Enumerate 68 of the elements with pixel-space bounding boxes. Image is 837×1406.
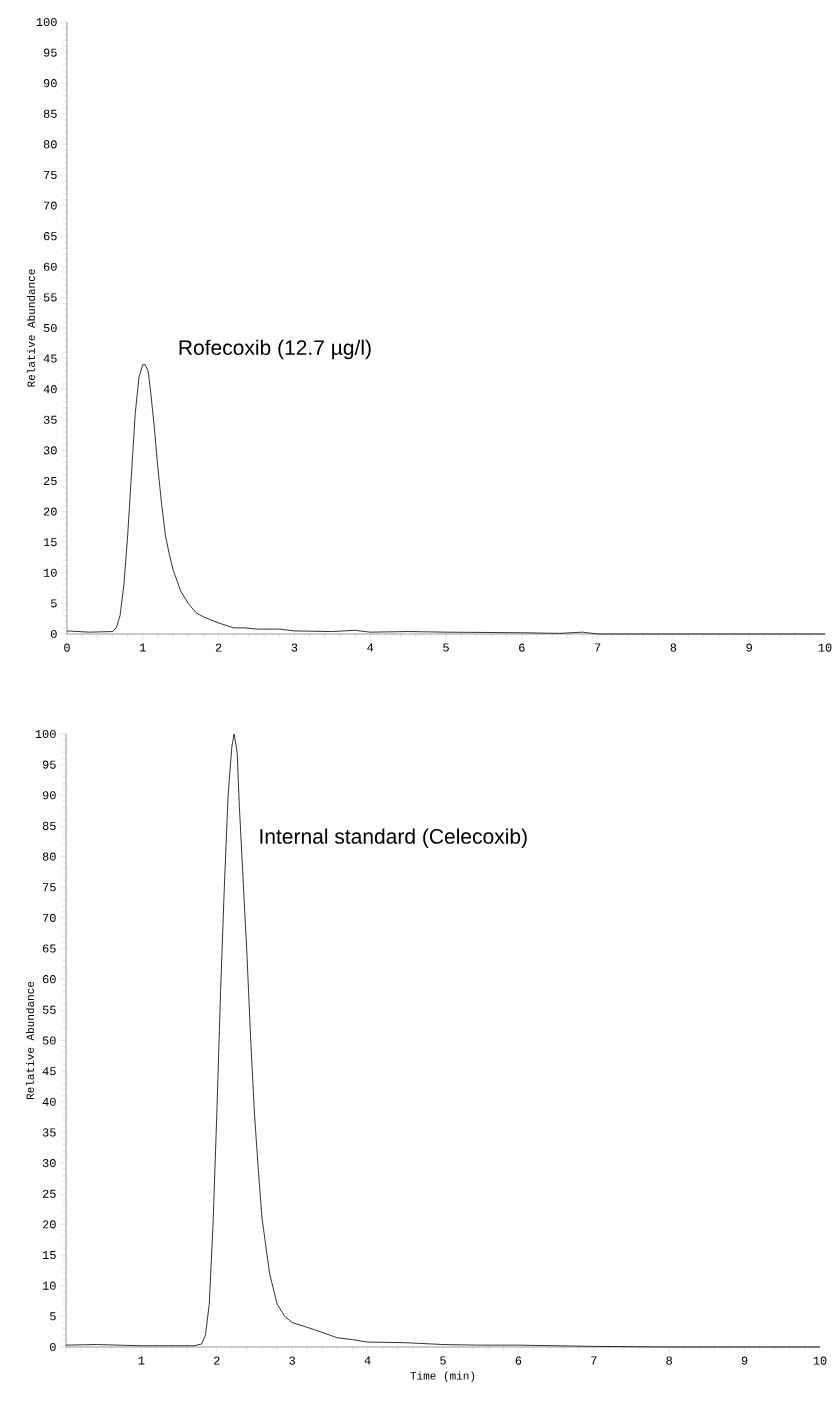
x-tick-label: 0 xyxy=(64,643,70,652)
y-tick-label: 55 xyxy=(43,293,57,302)
y-tick-label: 60 xyxy=(42,975,56,984)
y-tick-label: 10 xyxy=(43,568,57,577)
y-tick-label: 60 xyxy=(43,262,57,271)
y-tick-label: 20 xyxy=(42,1220,56,1229)
x-tick-label: 10 xyxy=(813,1356,827,1365)
y-tick-label: 45 xyxy=(43,354,57,363)
y-tick-label: 65 xyxy=(43,232,57,241)
x-tick-label: 2 xyxy=(215,643,222,652)
x-tick-label: 10 xyxy=(818,643,832,652)
y-tick-label: 0 xyxy=(49,1342,56,1352)
x-tick-label: 8 xyxy=(666,1356,673,1365)
y-tick-label: 15 xyxy=(43,538,57,547)
y-axis-title: Relative Abundance xyxy=(25,981,34,1100)
y-tick-label: 5 xyxy=(51,599,57,608)
x-axis-title: Time (min) xyxy=(410,1371,475,1382)
y-tick-label: 25 xyxy=(42,1189,56,1198)
x-tick-label: 2 xyxy=(214,1356,220,1365)
y-tick-label: 40 xyxy=(42,1097,56,1106)
x-tick-label: 9 xyxy=(741,1356,748,1365)
x-tick-label: 3 xyxy=(291,643,298,652)
y-axis-title: Relative Abundance xyxy=(26,269,35,387)
y-tick-label: 75 xyxy=(43,170,57,179)
x-tick-label: 7 xyxy=(594,643,601,652)
y-tick-label: 85 xyxy=(42,821,56,831)
y-tick-label: 35 xyxy=(42,1128,56,1137)
y-tick-label: 90 xyxy=(43,79,57,88)
x-tick-label: 1 xyxy=(140,643,146,652)
y-tick-label: 80 xyxy=(42,852,56,861)
x-tick-label: 5 xyxy=(443,643,449,652)
y-tick-label: 5 xyxy=(50,1312,56,1321)
y-tick-label: 70 xyxy=(42,913,56,922)
y-tick-label: 0 xyxy=(50,629,57,639)
y-tick-label: 100 xyxy=(36,17,57,27)
y-tick-label: 30 xyxy=(42,1159,56,1168)
y-tick-label: 90 xyxy=(42,791,56,800)
y-tick-label: 15 xyxy=(42,1251,56,1260)
y-tick-label: 50 xyxy=(42,1036,56,1045)
x-tick-label: 6 xyxy=(515,1356,522,1365)
y-tick-label: 75 xyxy=(42,883,56,892)
y-tick-label: 85 xyxy=(43,109,57,118)
y-tick-label: 20 xyxy=(43,507,57,516)
y-tick-label: 35 xyxy=(43,415,57,424)
x-tick-label: 4 xyxy=(364,1356,371,1365)
y-tick-label: 70 xyxy=(43,201,57,210)
y-tick-label: 40 xyxy=(43,385,57,394)
x-tick-label: 7 xyxy=(591,1356,597,1365)
y-tick-label: 65 xyxy=(42,944,56,953)
x-tick-label: 1 xyxy=(138,1356,145,1365)
x-tick-label: 5 xyxy=(440,1356,446,1365)
x-tick-label: 9 xyxy=(746,643,752,652)
x-tick-label: 8 xyxy=(670,643,677,652)
y-tick-label: 25 xyxy=(43,476,57,486)
x-tick-label: 3 xyxy=(289,1356,296,1365)
y-tick-label: 80 xyxy=(43,140,57,149)
x-tick-label: 6 xyxy=(519,643,525,652)
y-tick-label: 100 xyxy=(35,729,56,739)
x-tick-label: 4 xyxy=(367,643,374,652)
y-tick-label: 50 xyxy=(43,323,57,333)
y-tick-label: 10 xyxy=(42,1281,56,1290)
annotation: Rofecoxib (12.7 µg/l) xyxy=(179,339,371,360)
y-tick-label: 95 xyxy=(43,48,57,57)
y-tick-label: 30 xyxy=(43,446,57,455)
annotation: Internal standard (Celecoxib) xyxy=(260,828,527,848)
y-tick-label: 45 xyxy=(42,1067,56,1076)
y-tick-label: 95 xyxy=(42,760,56,769)
y-tick-label: 55 xyxy=(42,1005,56,1014)
